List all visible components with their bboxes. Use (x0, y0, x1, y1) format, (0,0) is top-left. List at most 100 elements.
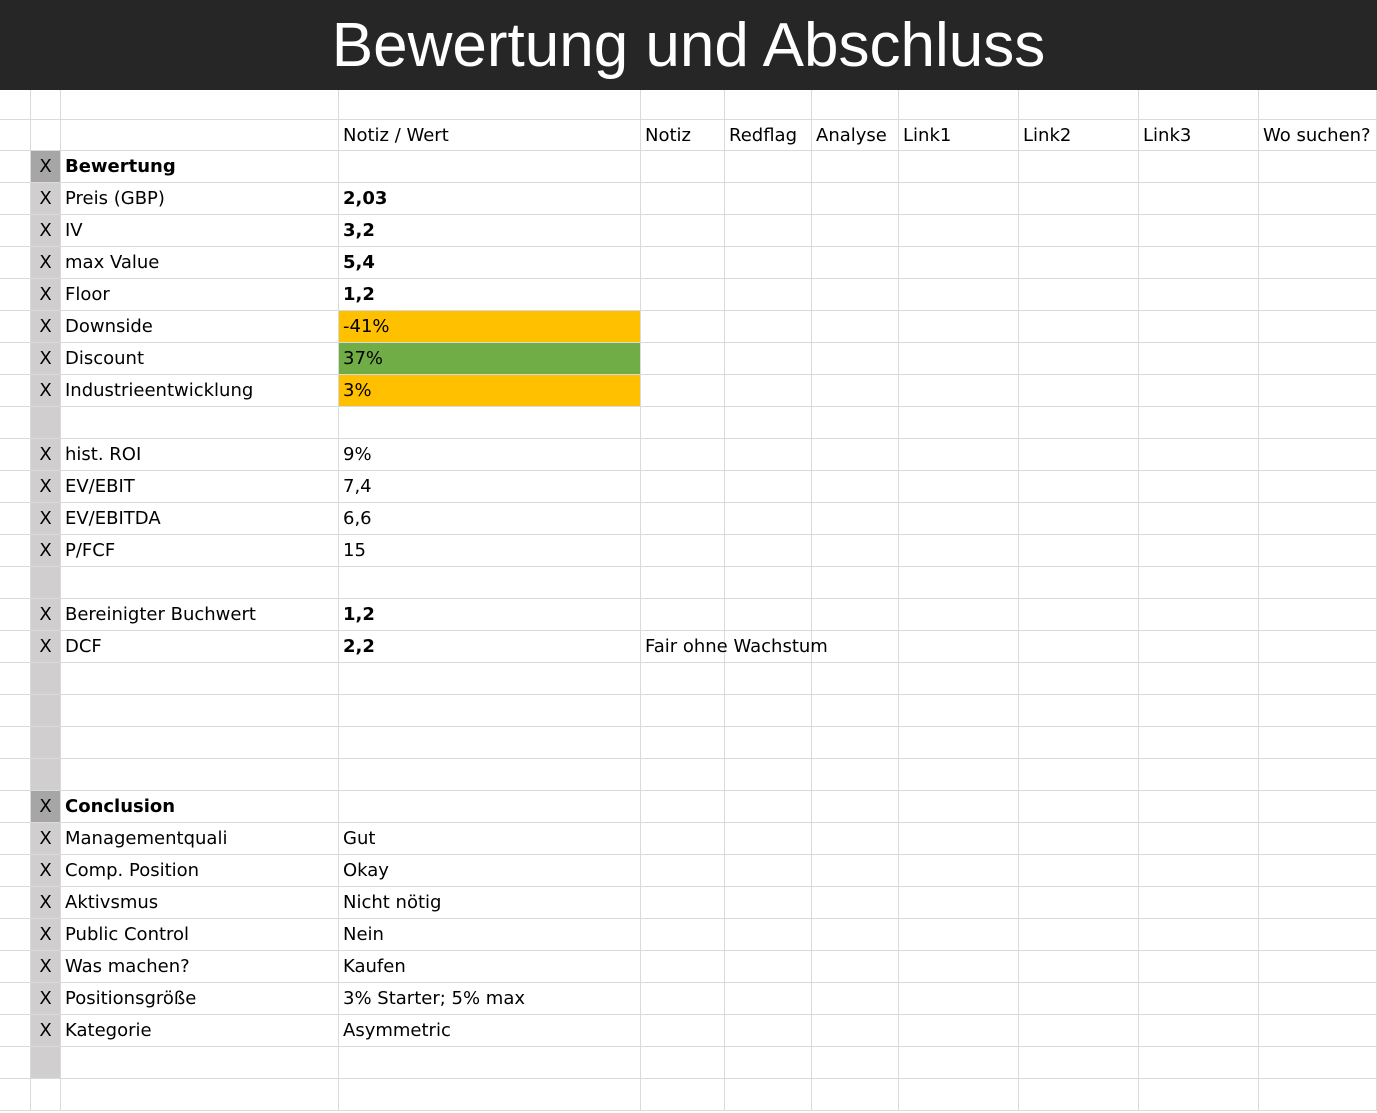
cell (0, 503, 31, 535)
cell (641, 1047, 725, 1079)
cell (812, 823, 899, 855)
cell (1019, 567, 1139, 599)
cell (0, 215, 31, 247)
cell: X (31, 503, 61, 535)
cell: 2,03 (339, 183, 641, 215)
cell (812, 919, 899, 951)
row-value: Nein (343, 924, 384, 945)
cell (1259, 151, 1377, 183)
cell (31, 407, 61, 439)
cell (899, 599, 1019, 631)
cell: Okay (339, 855, 641, 887)
cell (725, 663, 812, 695)
cell: 2,2 (339, 631, 641, 663)
cell (1259, 631, 1377, 663)
cell (339, 791, 641, 823)
cell (899, 919, 1019, 951)
marker: X (39, 956, 52, 977)
cell (812, 951, 899, 983)
cell (0, 1015, 31, 1047)
cell (641, 791, 725, 823)
cell (725, 535, 812, 567)
column-header: Link1 (903, 124, 952, 146)
cell (725, 631, 812, 663)
cell: X (31, 599, 61, 631)
cell (0, 375, 31, 407)
cell (725, 343, 812, 375)
cell (812, 90, 899, 120)
cell: Industrieentwicklung (61, 375, 339, 407)
row-label: Discount (65, 348, 145, 369)
cell (1139, 599, 1259, 631)
cell (641, 599, 725, 631)
cell (1019, 663, 1139, 695)
cell (1139, 855, 1259, 887)
cell (1259, 791, 1377, 823)
cell (1259, 311, 1377, 343)
cell (1139, 343, 1259, 375)
row-value: 2,03 (343, 188, 388, 209)
cell: X (31, 919, 61, 951)
cell: Was machen? (61, 951, 339, 983)
cell (1139, 919, 1259, 951)
marker: X (39, 220, 52, 241)
row-value: 3,2 (343, 220, 375, 241)
cell (1139, 503, 1259, 535)
cell (899, 631, 1019, 663)
cell (1259, 695, 1377, 727)
cell: X (31, 215, 61, 247)
cell: X (31, 279, 61, 311)
cell: Public Control (61, 919, 339, 951)
row-label: Preis (GBP) (65, 188, 165, 209)
cell (725, 151, 812, 183)
cell (339, 90, 641, 120)
cell: Nicht nötig (339, 887, 641, 919)
cell (725, 407, 812, 439)
cell (899, 375, 1019, 407)
cell (1019, 407, 1139, 439)
cell: X (31, 471, 61, 503)
cell: X (31, 791, 61, 823)
cell (1019, 471, 1139, 503)
cell: 3% (339, 375, 641, 407)
cell (1019, 279, 1139, 311)
cell (641, 471, 725, 503)
cell (1259, 247, 1377, 279)
cell (1139, 631, 1259, 663)
title-bar: Bewertung und Abschluss (0, 0, 1377, 90)
cell (1259, 215, 1377, 247)
header-cell: Analyse (812, 120, 899, 151)
cell: Managementquali (61, 823, 339, 855)
cell (1019, 90, 1139, 120)
cell (0, 599, 31, 631)
cell (812, 407, 899, 439)
cell: Positionsgröße (61, 983, 339, 1015)
cell (1139, 727, 1259, 759)
cell (899, 343, 1019, 375)
cell (0, 311, 31, 343)
cell: X (31, 439, 61, 471)
cell (899, 823, 1019, 855)
marker: X (39, 476, 52, 497)
cell: 7,4 (339, 471, 641, 503)
row-label: EV/EBIT (65, 476, 135, 497)
cell (899, 471, 1019, 503)
cell (899, 567, 1019, 599)
cell (899, 1015, 1019, 1047)
cell: X (31, 247, 61, 279)
row-value: Asymmetric (343, 1020, 451, 1041)
cell (0, 535, 31, 567)
row-value: 37% (343, 348, 384, 369)
cell (725, 1079, 812, 1111)
cell (725, 311, 812, 343)
cell (812, 855, 899, 887)
cell: 3% Starter; 5% max (339, 983, 641, 1015)
marker: X (39, 1020, 52, 1041)
cell (61, 1047, 339, 1079)
cell (899, 887, 1019, 919)
row-label: Managementquali (65, 828, 228, 849)
cell: X (31, 631, 61, 663)
cell (899, 1079, 1019, 1111)
cell (339, 567, 641, 599)
